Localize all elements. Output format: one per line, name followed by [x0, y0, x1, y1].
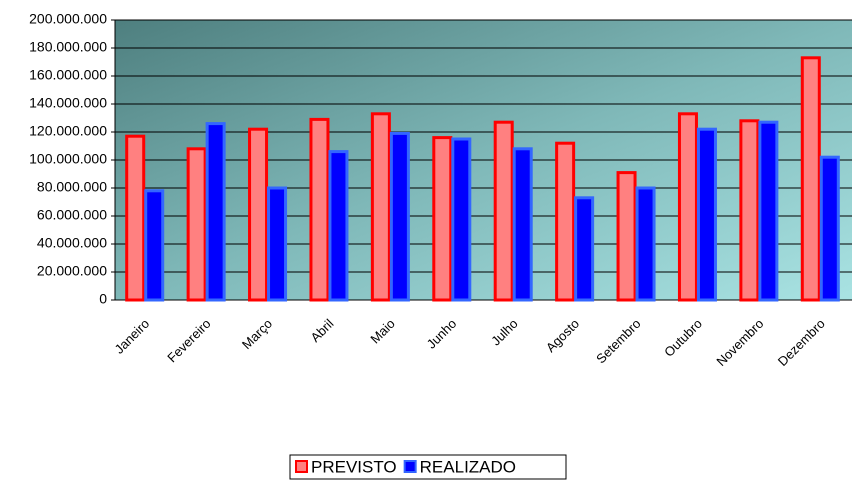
bar: [616, 171, 637, 302]
bar: [555, 141, 576, 302]
bar: [677, 112, 698, 302]
bar: [758, 120, 779, 302]
x-tick-label: Setembro: [593, 316, 643, 366]
x-tick-label: Novembro: [713, 316, 766, 369]
y-tick-label: 80.000.000: [37, 179, 107, 195]
bar: [328, 150, 349, 302]
legend-swatch: [295, 460, 308, 473]
y-tick-label: 40.000.000: [37, 235, 107, 251]
bar: [635, 186, 656, 302]
x-tick-label: Outubro: [661, 316, 705, 360]
y-tick-label: 200.000.000: [29, 11, 107, 27]
legend-label: PREVISTO: [311, 457, 397, 476]
x-tick-label: Fevereiro: [164, 316, 213, 365]
bar: [512, 147, 533, 302]
bar: [309, 117, 330, 302]
y-tick-label: 20.000.000: [37, 263, 107, 279]
x-tick-label: Julho: [488, 316, 521, 349]
bar: [370, 112, 391, 302]
legend-label: REALIZADO: [420, 457, 516, 476]
y-tick-label: 160.000.000: [29, 67, 107, 83]
x-tick-label: Março: [239, 316, 275, 352]
x-tick-label: Maio: [367, 316, 398, 347]
x-tick-label: Dezembro: [775, 316, 828, 369]
bar: [267, 186, 288, 302]
bar: [493, 120, 514, 302]
bar: [248, 127, 269, 302]
bar: [696, 127, 717, 302]
x-tick-label: Abril: [308, 316, 337, 345]
y-tick-label: 180.000.000: [29, 39, 107, 55]
bar: [819, 155, 840, 302]
bar: [389, 131, 410, 302]
y-tick-label: 120.000.000: [29, 123, 107, 139]
legend-swatch: [403, 460, 417, 473]
bar: [451, 137, 472, 302]
bar: [800, 56, 821, 302]
y-tick-label: 100.000.000: [29, 151, 107, 167]
y-tick-label: 60.000.000: [37, 207, 107, 223]
bar: [739, 119, 760, 302]
x-tick-label: Junho: [424, 316, 460, 352]
bar: [432, 136, 453, 302]
y-tick-label: 0: [99, 291, 107, 307]
y-tick-label: 140.000.000: [29, 95, 107, 111]
bar: [125, 134, 146, 302]
bar: [574, 196, 595, 302]
bar: [205, 122, 226, 302]
bar: [144, 189, 165, 302]
x-tick-label: Agosto: [543, 316, 582, 355]
legend-box: [289, 454, 567, 480]
x-tick-label: Janeiro: [112, 316, 153, 357]
bar: [186, 147, 207, 302]
